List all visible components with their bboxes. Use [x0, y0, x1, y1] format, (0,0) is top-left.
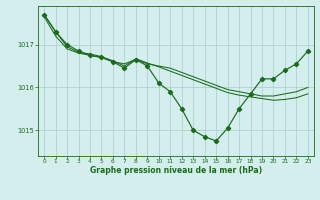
X-axis label: Graphe pression niveau de la mer (hPa): Graphe pression niveau de la mer (hPa) [90, 166, 262, 175]
